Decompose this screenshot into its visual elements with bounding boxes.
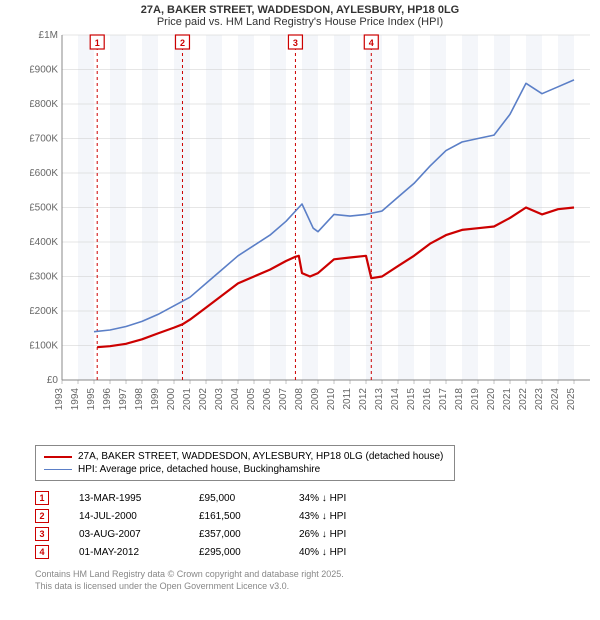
svg-text:2023: 2023 (534, 388, 545, 410)
svg-text:1994: 1994 (70, 388, 81, 410)
svg-text:1999: 1999 (150, 388, 161, 410)
svg-text:2013: 2013 (374, 388, 385, 410)
svg-text:2014: 2014 (390, 388, 401, 410)
title-subtitle: Price paid vs. HM Land Registry's House … (0, 16, 600, 28)
transaction-row: 3 03-AUG-2007 £357,000 26% ↓ HPI (35, 525, 600, 543)
svg-text:2018: 2018 (454, 388, 465, 410)
transaction-diff: 43% ↓ HPI (299, 511, 379, 522)
transaction-diff: 26% ↓ HPI (299, 529, 379, 540)
svg-text:1995: 1995 (86, 388, 97, 410)
transaction-diff: 40% ↓ HPI (299, 547, 379, 558)
footer: Contains HM Land Registry data © Crown c… (35, 569, 600, 592)
svg-text:2005: 2005 (246, 388, 257, 410)
svg-text:4: 4 (369, 38, 374, 48)
svg-text:£300K: £300K (30, 272, 58, 283)
svg-text:2007: 2007 (278, 388, 289, 410)
svg-text:2009: 2009 (310, 388, 321, 410)
svg-text:2000: 2000 (166, 388, 177, 410)
transaction-price: £357,000 (199, 529, 269, 540)
svg-text:2003: 2003 (214, 388, 225, 410)
footer-line2: This data is licensed under the Open Gov… (35, 581, 600, 593)
svg-text:£500K: £500K (30, 203, 58, 214)
svg-text:3: 3 (293, 38, 298, 48)
transaction-date: 01-MAY-2012 (79, 547, 169, 558)
svg-text:2002: 2002 (198, 388, 209, 410)
svg-text:£400K: £400K (30, 237, 58, 248)
svg-text:£600K: £600K (30, 168, 58, 179)
svg-text:£1M: £1M (39, 30, 58, 41)
svg-text:£900K: £900K (30, 65, 58, 76)
transaction-marker: 4 (35, 545, 49, 559)
legend-label-price: 27A, BAKER STREET, WADDESDON, AYLESBURY,… (78, 451, 443, 462)
legend-label-hpi: HPI: Average price, detached house, Buck… (78, 464, 320, 475)
footer-line1: Contains HM Land Registry data © Crown c… (35, 569, 600, 581)
svg-text:£800K: £800K (30, 99, 58, 110)
legend-item-price: 27A, BAKER STREET, WADDESDON, AYLESBURY,… (44, 450, 446, 463)
svg-text:2006: 2006 (262, 388, 273, 410)
svg-text:1998: 1998 (134, 388, 145, 410)
svg-text:2008: 2008 (294, 388, 305, 410)
svg-text:2021: 2021 (502, 388, 513, 410)
title-address: 27A, BAKER STREET, WADDESDON, AYLESBURY,… (0, 4, 600, 16)
svg-text:2022: 2022 (518, 388, 529, 410)
legend-swatch-price (44, 456, 72, 458)
svg-text:2004: 2004 (230, 388, 241, 410)
svg-text:2011: 2011 (342, 388, 353, 410)
svg-text:2016: 2016 (422, 388, 433, 410)
svg-text:2020: 2020 (486, 388, 497, 410)
transaction-date: 14-JUL-2000 (79, 511, 169, 522)
chart-area: £0 £100K £200K £300K £400K £500K £600K £700K £80… (30, 30, 600, 410)
transaction-row: 2 14-JUL-2000 £161,500 43% ↓ HPI (35, 507, 600, 525)
svg-text:2012: 2012 (358, 388, 369, 410)
transaction-marker: 3 (35, 527, 49, 541)
transaction-price: £161,500 (199, 511, 269, 522)
transaction-date: 03-AUG-2007 (79, 529, 169, 540)
svg-text:£700K: £700K (30, 134, 58, 145)
legend-swatch-hpi (44, 469, 72, 470)
svg-text:£200K: £200K (30, 306, 58, 317)
svg-text:2010: 2010 (326, 388, 337, 410)
chart-title: 27A, BAKER STREET, WADDESDON, AYLESBURY,… (0, 0, 600, 30)
svg-text:2: 2 (180, 38, 185, 48)
svg-text:1: 1 (95, 38, 100, 48)
transaction-price: £95,000 (199, 493, 269, 504)
chart-container: 27A, BAKER STREET, WADDESDON, AYLESBURY,… (0, 0, 600, 620)
svg-text:1997: 1997 (118, 388, 129, 410)
transactions-table: 1 13-MAR-1995 £95,000 34% ↓ HPI 2 14-JUL-2000… (35, 489, 600, 561)
svg-text:1996: 1996 (102, 388, 113, 410)
svg-text:£100K: £100K (30, 341, 58, 352)
svg-text:2024: 2024 (550, 388, 561, 410)
legend-item-hpi: HPI: Average price, detached house, Buck… (44, 463, 446, 476)
svg-text:1993: 1993 (54, 388, 65, 410)
transaction-marker: 2 (35, 509, 49, 523)
svg-text:2025: 2025 (566, 388, 577, 410)
transaction-row: 4 01-MAY-2012 £295,000 40% ↓ HPI (35, 543, 600, 561)
transaction-price: £295,000 (199, 547, 269, 558)
legend: 27A, BAKER STREET, WADDESDON, AYLESBURY,… (35, 445, 455, 481)
svg-text:2017: 2017 (438, 388, 449, 410)
svg-text:£0: £0 (47, 375, 59, 386)
svg-text:2001: 2001 (182, 388, 193, 410)
transaction-row: 1 13-MAR-1995 £95,000 34% ↓ HPI (35, 489, 600, 507)
transaction-marker: 1 (35, 491, 49, 505)
chart-svg: £0 £100K £200K £300K £400K £500K £600K £700K £80… (30, 30, 600, 410)
transaction-diff: 34% ↓ HPI (299, 493, 379, 504)
transaction-date: 13-MAR-1995 (79, 493, 169, 504)
svg-text:2015: 2015 (406, 388, 417, 410)
svg-text:2019: 2019 (470, 388, 481, 410)
